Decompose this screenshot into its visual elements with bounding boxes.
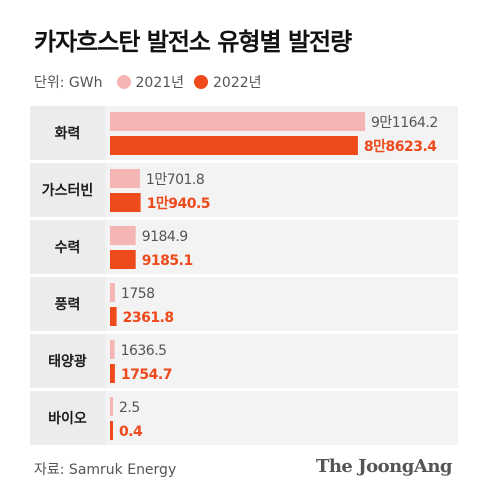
- category-label-cell: [30, 334, 105, 388]
- bar-2021: [110, 169, 140, 188]
- category-label: 태양광: [48, 353, 87, 370]
- bar-2022: [110, 307, 117, 326]
- data-label-2021: 2.5: [119, 400, 140, 416]
- data-label-2022: 2361.8: [123, 310, 174, 326]
- category-label: 수력: [55, 240, 81, 256]
- data-label-2021: 1만701.8: [146, 172, 204, 188]
- category-label-cell: [30, 391, 105, 445]
- legend: 단위: GWh 2021년 2022년: [34, 72, 272, 92]
- unit-label: 단위: GWh: [34, 75, 103, 91]
- bar-2022: [110, 250, 136, 269]
- category-label: 바이오: [48, 410, 87, 427]
- bar-2022: [110, 421, 113, 440]
- bar-2022: [110, 364, 115, 383]
- category-label-cell: [30, 220, 105, 274]
- brand-logo: The JoongAng: [315, 456, 453, 477]
- legend-swatch-2021: [116, 75, 131, 89]
- category-label: 화력: [55, 126, 81, 142]
- data-label-2022: 1만940.5: [147, 196, 210, 212]
- category-label-cell: [30, 163, 105, 217]
- legend-item-2022: 2022년: [194, 72, 262, 92]
- bar-2021: [110, 340, 115, 359]
- chart-title: 카자흐스탄 발전소 유형별 발전량: [34, 28, 352, 56]
- data-label-2021: 1758: [121, 286, 155, 302]
- source-note: 자료: Samruk Energy: [34, 462, 177, 478]
- legend-label-2021: 2021년: [135, 75, 185, 91]
- bar-2022: [110, 193, 141, 212]
- data-label-2022: 0.4: [119, 424, 143, 440]
- bar-2021: [110, 226, 136, 245]
- category-label: 가스터빈: [42, 183, 94, 199]
- data-label-2022: 1754.7: [121, 367, 172, 383]
- legend-item-2021: 2021년: [116, 72, 185, 92]
- data-label-2021: 9만1164.2: [371, 115, 438, 131]
- data-label-2022: 8만8623.4: [364, 139, 437, 155]
- bar-2021: [110, 283, 115, 302]
- legend-swatch-2022: [194, 75, 209, 89]
- bar-2022: [110, 136, 358, 155]
- data-label-2022: 9185.1: [142, 253, 193, 269]
- legend-label-2022: 2022년: [213, 75, 262, 91]
- bar-2021: [110, 112, 365, 131]
- data-label-2021: 9184.9: [142, 229, 188, 245]
- category-label-cell: [30, 277, 105, 331]
- bar-2021: [110, 397, 113, 416]
- category-label-cell: [30, 106, 105, 160]
- category-label: 풍력: [55, 297, 81, 313]
- data-label-2021: 1636.5: [121, 343, 167, 359]
